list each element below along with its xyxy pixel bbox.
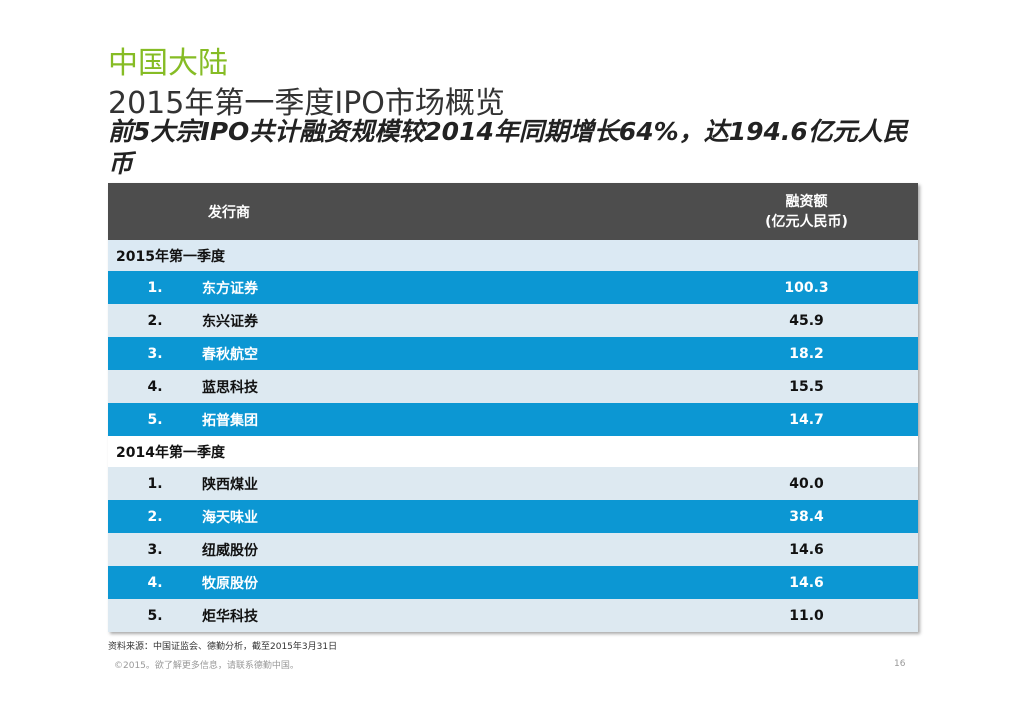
table-row: 1. 陕西煤业 40.0 [108,467,918,500]
rank: 3. [147,541,163,558]
amount: 100.3 [784,279,829,296]
table-row: 2. 海天味业 38.4 [108,500,918,533]
table-header: 发行商 融资额 (亿元人民币) [108,183,918,240]
table-row: 1. 东方证券 100.3 [108,271,918,304]
table-row: 5. 炬华科技 11.0 [108,599,918,632]
column-unit: (亿元人民币) [765,213,848,230]
source-note: 资料来源：中国证监会、德勤分析，截至2015年3月31日 [108,642,338,652]
issuer-name: 东兴证券 [202,313,258,330]
section-row: 2015年第一季度 [108,240,918,271]
issuer-name: 炬华科技 [202,608,258,625]
table-row: 4. 蓝思科技 15.5 [108,370,918,403]
amount: 14.6 [789,541,824,558]
column-header: 发行商 [208,204,250,221]
rank: 5. [147,607,163,624]
issuer-name: 海天味业 [202,509,258,526]
rank: 4. [147,378,163,395]
column-header: 融资额 [785,193,828,210]
issuer-name: 蓝思科技 [202,379,258,396]
column-header: 融资额 (亿元人民币) [695,192,918,232]
issuer-name: 纽威股份 [202,542,258,559]
table-row: 5. 拓普集团 14.7 [108,403,918,436]
title: 2015年第一季度IPO市场概览 [108,86,505,121]
table: 发行商 融资额 (亿元人民币) 2015年第一季度 1. 东方证券 100.3 2. 东兴… [108,183,918,632]
section-row: 2014年第一季度 [108,436,918,467]
issuer-name: 东方证券 [202,280,258,297]
rank: 1. [147,279,163,296]
rank: 2. [147,312,163,329]
table-row: 2. 东兴证券 45.9 [108,304,918,337]
amount: 11.0 [789,607,824,624]
amount: 38.4 [789,508,824,525]
copyright: ©2015。欲了解更多信息，请联系德勤中国。 [114,661,299,671]
issuer-name: 拓普集团 [202,412,258,429]
table-row: 4. 牧原股份 14.6 [108,566,918,599]
page-number: 16 [894,659,906,669]
region-title: 中国大陆 [108,46,228,81]
rank: 5. [147,411,163,428]
rank: 3. [147,345,163,362]
rank: 1. [147,475,163,492]
amount: 14.7 [789,411,824,428]
rank: 2. [147,508,163,525]
rank: 4. [147,574,163,591]
table-row: 3. 春秋航空 18.2 [108,337,918,370]
subtitle: 前5大宗IPO共计融资规模较2014年同期增长64%，达194.6亿元人民币 [108,117,908,178]
amount: 15.5 [789,378,824,395]
issuer-name: 牧原股份 [202,575,258,592]
table-row: 3. 纽威股份 14.6 [108,533,918,566]
amount: 18.2 [789,345,824,362]
amount: 45.9 [789,312,824,329]
issuer-name: 陕西煤业 [202,476,258,493]
amount: 40.0 [789,475,824,492]
issuer-name: 春秋航空 [202,346,258,363]
amount: 14.6 [789,574,824,591]
